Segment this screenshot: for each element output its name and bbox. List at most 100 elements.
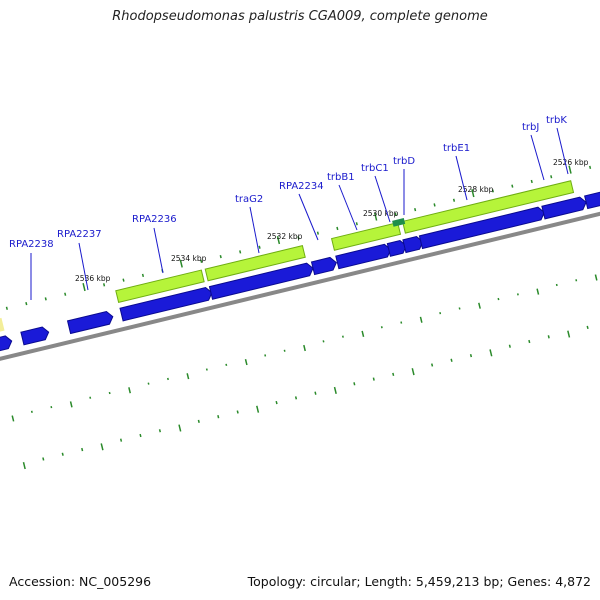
gc-skew-dot [275, 400, 278, 405]
gc-skew-dot [139, 433, 142, 438]
tick-mark [5, 306, 8, 310]
gene-block [0, 317, 5, 332]
gc-skew-dot [372, 377, 375, 381]
cds-block [66, 310, 114, 335]
gc-skew-dot [119, 438, 123, 442]
tick-mark [316, 231, 320, 235]
gene-label: RPA2237 [57, 229, 102, 240]
tick-mark [179, 259, 183, 268]
gene-leader-line [556, 127, 569, 175]
gc-skew-dot [469, 353, 473, 358]
tick-mark [200, 259, 203, 263]
gc-skew-dot [411, 368, 415, 376]
gc-skew-dot [294, 396, 298, 400]
tick-mark [589, 165, 592, 169]
gene-leader-line [455, 155, 468, 201]
cds-block [541, 196, 587, 220]
gc-dot [128, 387, 131, 394]
tick-mark [530, 179, 533, 184]
tick-mark [568, 165, 572, 174]
gene-label: traG2 [235, 194, 263, 205]
gc-skew-dot [197, 419, 200, 424]
gene-label: trbD [393, 156, 415, 167]
cds-block [119, 287, 213, 322]
gc-skew-dot [489, 349, 493, 357]
gene-block [330, 221, 402, 251]
tick-label: 2526 kbp [553, 158, 589, 167]
tick-mark [25, 301, 28, 306]
tick-mark [471, 189, 475, 198]
backbone-line [0, 211, 600, 361]
gc-skew-dot [508, 344, 511, 348]
cds-block [386, 240, 407, 257]
gene-leader-line [374, 175, 391, 223]
gc-dot [11, 415, 15, 422]
gc-skew-dot [431, 363, 434, 367]
gc-skew-dots [11, 274, 598, 470]
tick-mark [122, 278, 125, 282]
tick-mark [550, 175, 553, 179]
tick-mark [276, 236, 281, 245]
gene-label: RPA2234 [279, 181, 324, 192]
gene-label: trbE1 [443, 143, 470, 154]
tick-mark [64, 292, 67, 296]
cds-block [20, 326, 50, 346]
gc-dot [594, 274, 598, 281]
tick-mark [373, 212, 378, 221]
tick-mark [414, 208, 417, 212]
gc-skew-dot [586, 325, 589, 330]
gene-label: trbJ [522, 122, 539, 133]
tick-track: 2526 kbp 2528 kbp 2530 kbp 2532 kbp 2534 kbp… [5, 158, 592, 310]
gc-skew-dot [22, 462, 26, 470]
gene-block [401, 180, 575, 234]
tick-mark [44, 297, 47, 301]
gc-dot [186, 373, 190, 380]
backbone-circle [0, 211, 600, 361]
tick-label: 2534 kbp [171, 254, 207, 263]
gc-dot [361, 330, 365, 337]
gene-label: RPA2236 [132, 214, 177, 225]
tick-label: 2532 kbp [267, 232, 303, 241]
tick-mark [433, 203, 436, 207]
tick-mark [297, 236, 300, 240]
gc-skew-dot [100, 443, 104, 451]
gene-leader-line [249, 206, 260, 254]
gc-skew-dot [158, 429, 162, 433]
tick-label: 2530 kbp [363, 209, 399, 218]
cds-block [0, 335, 13, 352]
tick-mark [239, 250, 242, 254]
tick-mark [141, 273, 145, 278]
cds-block [208, 262, 314, 300]
gc-skew-dot [236, 410, 239, 414]
feature-track [0, 180, 600, 352]
gc-skew-dot [256, 405, 260, 413]
tick-mark [82, 283, 86, 292]
gc-dot [419, 316, 423, 323]
gc-skew-dot [81, 447, 84, 452]
gene-leader-line [153, 227, 164, 274]
gene-label: RPA2238 [9, 239, 54, 250]
cds-block [418, 206, 545, 250]
gc-skew-dot [61, 452, 64, 456]
gc-skew-dot [567, 330, 571, 338]
gene-label: trbC1 [361, 163, 389, 174]
gc-dot [536, 288, 540, 295]
gc-skew-dot [333, 386, 337, 395]
tick-mark [394, 212, 397, 216]
tick-mark [219, 254, 222, 259]
genome-summary-text: Topology: circular; Length: 5,459,213 bp… [247, 574, 591, 589]
gc-dot [303, 344, 306, 352]
gc-dot [478, 302, 481, 309]
tick-mark [336, 226, 339, 231]
gene-label: trbK [546, 115, 567, 126]
tick-label: 2528 kbp [458, 185, 494, 194]
gene-label: trbB1 [327, 172, 355, 183]
gene-leader-line [78, 242, 89, 291]
tick-mark [355, 222, 358, 226]
tick-mark [511, 184, 514, 188]
gene-block [204, 245, 306, 282]
cds-block [584, 191, 600, 210]
gc-skew-dot [178, 424, 182, 432]
tick-mark [258, 245, 261, 249]
